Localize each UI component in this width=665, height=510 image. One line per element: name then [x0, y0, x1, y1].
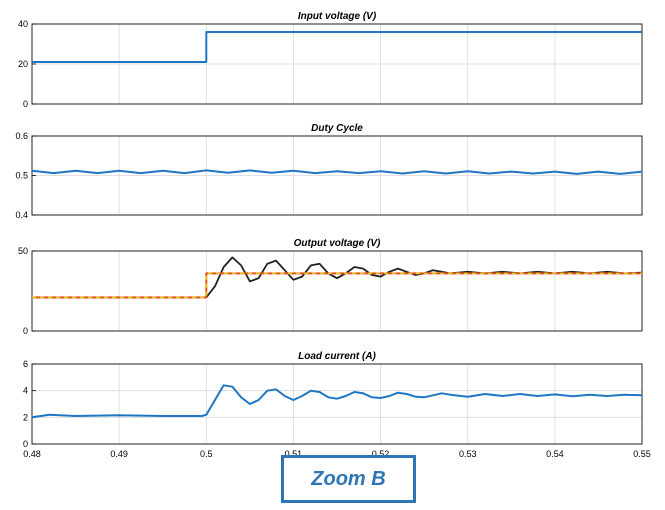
x-tick-label: 0.53: [459, 449, 477, 459]
zoom-label: Zoom B: [311, 467, 386, 490]
subplot-title: Duty Cycle: [311, 123, 363, 134]
plot-border: [31, 363, 643, 445]
x-tick-label: 0.49: [110, 449, 128, 459]
plot-area: [31, 363, 643, 445]
subplot-title: Input voltage (V): [298, 11, 377, 22]
y-tick-label: 50: [18, 246, 28, 256]
y-tick-label: 0: [23, 99, 28, 109]
series-line-1: [31, 169, 643, 175]
y-tick-label: 0.5: [15, 171, 28, 181]
y-tick-label: 6: [23, 359, 28, 369]
y-tick-label: 0: [23, 326, 28, 336]
subplot-title: Load current (A): [298, 351, 376, 362]
x-tick-label: 0.52: [372, 449, 390, 459]
y-tick-label: 0: [23, 439, 28, 449]
subplot-title: Output voltage (V): [294, 238, 381, 249]
x-tick-label: 0.51: [285, 449, 303, 459]
y-tick-label: 40: [18, 19, 28, 29]
subplot-2: Duty Cycle 0.4 0.5 0.6: [15, 123, 643, 220]
y-tick-label: 2: [23, 412, 28, 422]
x-tick-label: 0.48: [23, 449, 41, 459]
plot-border: [31, 250, 643, 332]
x-tick-label: 0.55: [633, 449, 651, 459]
subplot-4: Load current (A) 0 2 4 6 0.48 0.49 0.5 0.51 0.52 0…: [23, 351, 651, 459]
y-tick-label: 0.4: [15, 210, 28, 220]
subplot-3: Output voltage (V) 0 50: [18, 238, 643, 336]
y-tick-label: 0.6: [15, 131, 28, 141]
x-tick-label: 0.5: [200, 449, 213, 459]
y-tick-label: 20: [18, 59, 28, 69]
x-tick-label: 0.54: [546, 449, 564, 459]
plot-area: [31, 250, 643, 332]
series-line-1: [31, 384, 643, 419]
y-tick-label: 4: [23, 386, 28, 396]
subplot-1: Input voltage (V) 0 20 40: [18, 11, 643, 109]
zoom-label-box: Zoom B: [281, 455, 416, 503]
series-line-1: [32, 31, 642, 63]
